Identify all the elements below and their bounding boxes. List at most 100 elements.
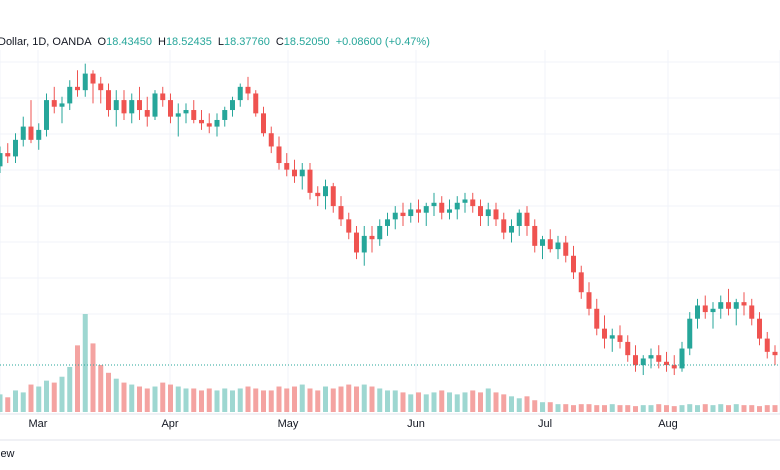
candle-body: [20, 126, 26, 140]
candle-body: [462, 199, 468, 203]
candle-body: [315, 192, 321, 197]
high-value: 18.52435: [166, 36, 212, 48]
volume-bar: [44, 380, 49, 412]
candle-body: [28, 126, 34, 140]
volume-bar: [416, 392, 421, 412]
candle-body: [648, 355, 654, 359]
candle-body: [299, 169, 305, 177]
candle-body: [617, 335, 623, 342]
volume-bar: [276, 386, 282, 412]
volume-bar: [129, 384, 135, 412]
candle-body: [268, 133, 274, 147]
low-label: L: [218, 36, 224, 48]
volume-bar: [594, 405, 600, 412]
volume-bar: [710, 405, 716, 412]
volume-bar: [369, 386, 375, 412]
x-axis-ticks: Mar Apr May Jun Jul Aug: [29, 418, 678, 430]
volume-bar: [726, 405, 731, 412]
candle-body: [175, 113, 181, 117]
volume-bar: [361, 384, 367, 412]
volume-bar: [230, 390, 235, 412]
candle-body: [516, 212, 522, 226]
volume-bar: [214, 390, 220, 412]
volume-bar: [749, 405, 755, 412]
volume-bar: [400, 392, 406, 412]
volume-bar: [59, 376, 65, 412]
volume-bar: [191, 388, 197, 412]
volume-bar: [447, 392, 452, 412]
volume-bar: [268, 390, 274, 412]
volume-bar: [385, 390, 390, 412]
volume-bar: [377, 388, 383, 412]
volume-bar: [578, 404, 584, 412]
candle-body: [524, 212, 530, 226]
volume-bar: [633, 406, 638, 412]
candle-body: [687, 318, 693, 349]
candle-body: [106, 90, 111, 111]
high-label: H: [158, 36, 166, 48]
volume-bar: [687, 404, 693, 412]
candle-body: [191, 110, 197, 120]
volume-bar: [175, 386, 181, 412]
volume-bar: [656, 404, 662, 412]
volume-bar: [478, 392, 483, 412]
volume-bar: [617, 405, 623, 412]
candle-body: [144, 110, 150, 117]
volume-bar: [648, 405, 654, 412]
low-value: 18.37760: [224, 36, 270, 48]
candle-body: [330, 186, 336, 207]
volume-bar: [98, 364, 104, 412]
candle-body: [633, 355, 638, 366]
candle-body: [392, 212, 398, 220]
volume-bar: [470, 390, 476, 412]
candle-body: [385, 219, 390, 226]
candle-body: [439, 202, 445, 213]
candle-body: [493, 209, 499, 220]
volume-bar: [602, 405, 607, 412]
volume-bar: [757, 406, 762, 412]
candle-body: [44, 100, 49, 130]
volume-bar: [586, 404, 592, 412]
candle-body: [710, 308, 716, 313]
volume-bar: [307, 388, 313, 412]
volume-bar: [501, 394, 507, 412]
candle-body: [586, 292, 592, 309]
candle-body: [323, 186, 328, 197]
candle-body: [447, 209, 452, 213]
volume-bar: [323, 386, 328, 412]
candle-body: [137, 100, 142, 111]
candles: [0, 63, 778, 376]
volume-bar: [20, 392, 26, 412]
volume-bar: [563, 404, 569, 412]
candle-body: [501, 219, 507, 233]
volume-bar: [5, 397, 11, 412]
candle-body: [416, 209, 421, 213]
candle-body: [470, 199, 476, 207]
volume-bar: [431, 392, 437, 412]
x-tick-label: Apr: [161, 418, 178, 430]
volume-bar: [532, 400, 538, 412]
candle-body: [509, 225, 514, 233]
candle-body: [214, 119, 220, 127]
candle-body: [98, 83, 104, 91]
volume-bar: [168, 384, 173, 412]
footer-text: iew: [0, 448, 15, 460]
candle-body: [594, 308, 600, 329]
open-label: O: [98, 36, 107, 48]
candle-body: [671, 365, 677, 369]
candle-body: [640, 358, 646, 366]
candle-body: [206, 123, 212, 127]
candle-body: [253, 93, 259, 114]
volume-bar: [284, 388, 290, 412]
candle-body: [485, 209, 491, 217]
candle-body: [82, 73, 88, 91]
candle-body: [261, 113, 266, 134]
candle-body: [423, 206, 429, 213]
candle-body: [168, 100, 173, 117]
volume-bar: [144, 388, 150, 412]
candle-body: [664, 361, 669, 366]
volume-bar: [679, 405, 685, 412]
close-value: 18.52050: [284, 36, 330, 48]
volume-bar: [67, 366, 73, 412]
